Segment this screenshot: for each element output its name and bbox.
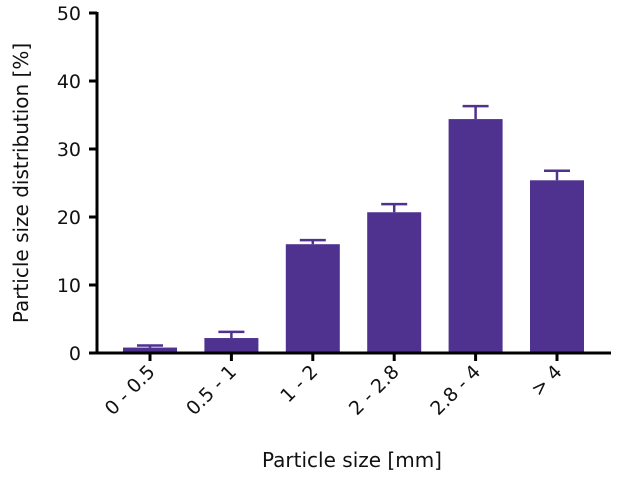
x-axis-label: Particle size [mm] <box>262 448 442 472</box>
x-tick-label: 0 - 0.5 <box>101 361 160 420</box>
y-tick-label: 0 <box>69 343 81 365</box>
x-tick-label: 2.8 - 4 <box>426 361 485 420</box>
y-tick-label: 20 <box>57 207 81 229</box>
y-tick-label: 30 <box>57 139 81 161</box>
x-tick-label: 1 - 2 <box>276 361 322 407</box>
x-tick-label: > 4 <box>527 361 567 401</box>
bar-0 <box>123 347 177 353</box>
y-axis-label: Particle size distribution [%] <box>9 43 33 323</box>
bar-1 <box>204 338 259 353</box>
bar-2 <box>285 244 340 353</box>
x-tick-label: 2 - 2.8 <box>345 361 404 420</box>
bar-4 <box>448 119 503 353</box>
y-tick-label: 10 <box>57 275 81 297</box>
y-tick-label: 40 <box>57 71 81 93</box>
bar-5 <box>530 180 584 353</box>
bar-3 <box>367 212 422 353</box>
x-tick-label: 0.5 - 1 <box>182 361 241 420</box>
y-tick-label: 50 <box>57 3 81 25</box>
